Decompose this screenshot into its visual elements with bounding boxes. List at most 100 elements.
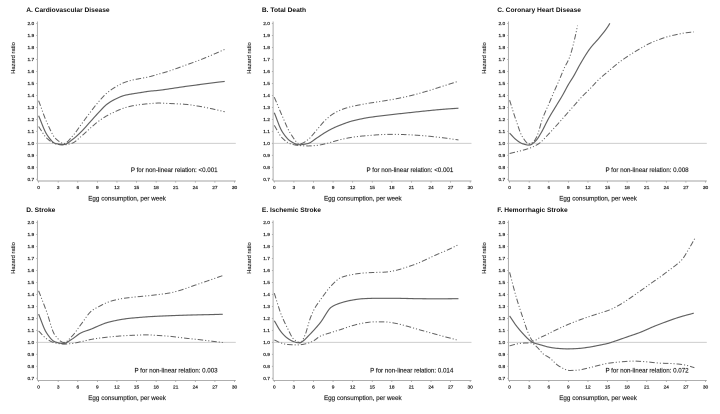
svg-text:B. Total Death: B. Total Death — [262, 7, 306, 14]
svg-text:27: 27 — [212, 384, 218, 390]
svg-text:1.8: 1.8 — [499, 45, 506, 51]
svg-text:3: 3 — [57, 185, 60, 191]
svg-text:1.3: 1.3 — [499, 105, 506, 111]
svg-text:27: 27 — [448, 384, 454, 390]
svg-text:1.8: 1.8 — [263, 244, 270, 250]
svg-text:1.1: 1.1 — [499, 328, 506, 334]
svg-text:2.0: 2.0 — [499, 220, 506, 226]
svg-text:Hazard ratio: Hazard ratio — [482, 242, 488, 274]
svg-text:1.2: 1.2 — [28, 316, 35, 322]
svg-text:1.8: 1.8 — [28, 244, 35, 250]
svg-text:0.9: 0.9 — [263, 352, 270, 358]
svg-text:18: 18 — [624, 185, 630, 191]
svg-text:1.0: 1.0 — [499, 141, 506, 147]
svg-text:15: 15 — [370, 384, 376, 390]
svg-text:P for non-linear relation: 0.0: P for non-linear relation: 0.072 — [605, 367, 689, 374]
svg-text:0: 0 — [508, 185, 511, 191]
svg-text:9: 9 — [567, 384, 570, 390]
svg-text:0: 0 — [508, 384, 511, 390]
svg-text:1.5: 1.5 — [499, 81, 506, 87]
svg-text:18: 18 — [624, 384, 630, 390]
svg-text:P for non-linear relation: <0.: P for non-linear relation: <0.001 — [131, 167, 218, 174]
svg-text:1.8: 1.8 — [28, 45, 35, 51]
svg-text:Hazard ratio: Hazard ratio — [247, 242, 253, 274]
svg-text:2.0: 2.0 — [28, 21, 35, 27]
svg-text:1.1: 1.1 — [499, 129, 506, 135]
svg-text:24: 24 — [428, 185, 434, 191]
svg-text:1.1: 1.1 — [28, 328, 35, 334]
svg-text:1.3: 1.3 — [499, 304, 506, 310]
svg-text:1.7: 1.7 — [499, 57, 506, 63]
svg-text:15: 15 — [370, 185, 376, 191]
svg-text:1.6: 1.6 — [499, 69, 506, 75]
svg-text:18: 18 — [389, 384, 395, 390]
svg-text:9: 9 — [567, 185, 570, 191]
svg-text:1.7: 1.7 — [263, 256, 270, 262]
svg-text:1.9: 1.9 — [499, 232, 506, 238]
svg-text:1.7: 1.7 — [28, 256, 35, 262]
svg-text:12: 12 — [114, 384, 120, 390]
svg-text:12: 12 — [114, 185, 120, 191]
svg-text:3: 3 — [528, 185, 531, 191]
svg-text:30: 30 — [232, 185, 238, 191]
svg-text:9: 9 — [332, 185, 335, 191]
svg-text:27: 27 — [212, 185, 218, 191]
svg-text:9: 9 — [96, 185, 99, 191]
svg-text:0.8: 0.8 — [28, 165, 35, 171]
svg-text:F. Hemorrhagic Stroke: F. Hemorrhagic Stroke — [497, 207, 568, 214]
svg-text:3: 3 — [528, 384, 531, 390]
svg-text:12: 12 — [350, 384, 356, 390]
svg-text:Hazard ratio: Hazard ratio — [482, 42, 488, 74]
svg-text:1.5: 1.5 — [263, 280, 270, 286]
svg-text:9: 9 — [96, 384, 99, 390]
svg-text:15: 15 — [134, 185, 140, 191]
svg-text:1.7: 1.7 — [28, 57, 35, 63]
svg-text:21: 21 — [173, 185, 179, 191]
svg-text:21: 21 — [409, 384, 415, 390]
svg-text:30: 30 — [468, 384, 474, 390]
svg-text:2.0: 2.0 — [263, 21, 270, 27]
svg-text:0.7: 0.7 — [263, 376, 270, 382]
svg-text:0.8: 0.8 — [499, 165, 506, 171]
svg-text:P for non-linear relation: 0.0: P for non-linear relation: 0.014 — [370, 367, 454, 374]
svg-text:18: 18 — [153, 185, 159, 191]
svg-text:0.7: 0.7 — [499, 376, 506, 382]
svg-text:1.9: 1.9 — [28, 232, 35, 238]
svg-text:2.0: 2.0 — [263, 220, 270, 226]
svg-text:21: 21 — [409, 185, 415, 191]
svg-text:0: 0 — [273, 384, 276, 390]
svg-text:6: 6 — [312, 185, 315, 191]
svg-text:P for non-linear relation: 0.0: P for non-linear relation: 0.008 — [605, 167, 689, 174]
svg-text:27: 27 — [448, 185, 454, 191]
svg-text:0.8: 0.8 — [28, 364, 35, 370]
svg-text:1.9: 1.9 — [499, 33, 506, 39]
svg-text:1.2: 1.2 — [28, 117, 35, 123]
svg-text:1.0: 1.0 — [263, 340, 270, 346]
svg-text:P for non-linear relation: <0.: P for non-linear relation: <0.001 — [367, 167, 454, 174]
svg-text:1.6: 1.6 — [263, 268, 270, 274]
svg-text:A. Cardiovascular Disease: A. Cardiovascular Disease — [26, 7, 110, 14]
svg-text:1.2: 1.2 — [263, 316, 270, 322]
svg-text:0.8: 0.8 — [263, 165, 270, 171]
svg-text:0.7: 0.7 — [263, 177, 270, 183]
svg-text:2.0: 2.0 — [499, 21, 506, 27]
svg-text:30: 30 — [703, 384, 709, 390]
svg-text:1.3: 1.3 — [28, 105, 35, 111]
svg-text:1.4: 1.4 — [28, 292, 35, 298]
svg-text:0.7: 0.7 — [28, 376, 35, 382]
svg-text:12: 12 — [585, 384, 591, 390]
svg-text:0.9: 0.9 — [499, 153, 506, 159]
svg-text:D. Stroke: D. Stroke — [26, 207, 55, 214]
svg-text:1.0: 1.0 — [499, 340, 506, 346]
svg-text:C. Coronary Heart Disease: C. Coronary Heart Disease — [497, 7, 581, 14]
svg-text:1.2: 1.2 — [499, 117, 506, 123]
svg-text:30: 30 — [468, 185, 474, 191]
svg-text:6: 6 — [312, 384, 315, 390]
svg-text:Egg consumption, per week: Egg consumption, per week — [559, 395, 638, 402]
svg-text:Hazard ratio: Hazard ratio — [11, 242, 17, 274]
svg-text:1.8: 1.8 — [263, 45, 270, 51]
svg-text:Egg consumption, per week: Egg consumption, per week — [324, 196, 403, 203]
svg-text:24: 24 — [193, 185, 199, 191]
svg-text:1.9: 1.9 — [263, 232, 270, 238]
svg-text:6: 6 — [547, 384, 550, 390]
